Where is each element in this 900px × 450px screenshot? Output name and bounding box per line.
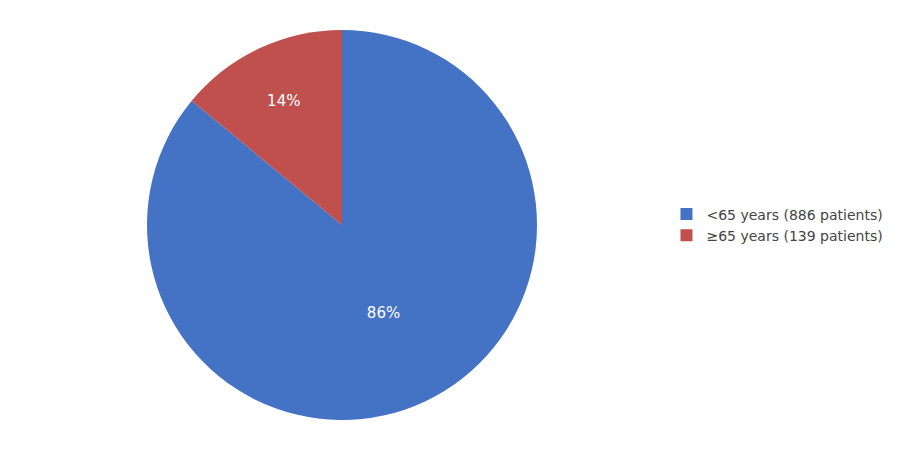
svg-text:<65 years (886 patients): <65 years (886 patients) <box>706 207 882 223</box>
svg-text:86%: 86% <box>367 304 400 322</box>
svg-text:≥65 years (139 patients): ≥65 years (139 patients) <box>706 228 882 244</box>
svg-text:14%: 14% <box>267 92 300 110</box>
